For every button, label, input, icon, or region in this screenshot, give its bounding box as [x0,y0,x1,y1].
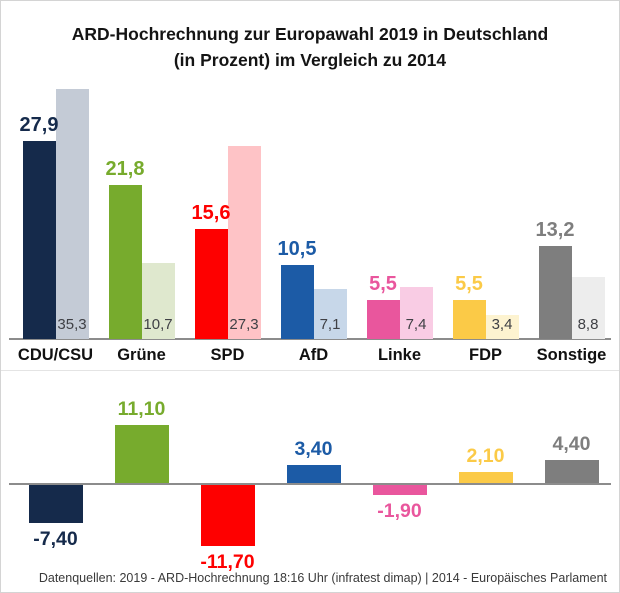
bar-2019-gruene [108,184,142,339]
diff-bar-spd [200,485,255,546]
top-axis-line [9,338,611,340]
bar-2019-spd [194,228,228,339]
diff-bar-afd [286,465,341,483]
diff-value-sonstige: 4,40 [552,433,591,456]
source-note: Datenquellen: 2019 - ARD-Hochrechnung 18… [38,571,607,585]
party-label-cdu-csu: CDU/CSU [17,346,94,364]
party-label-sonstige: Sonstige [536,346,607,364]
bar-2014-fdp [485,314,519,339]
chart-title: ARD-Hochrechnung zur Europawahl 2019 in … [1,21,619,73]
diff-value-linke: -1,90 [377,499,422,522]
chart-title-line-2: (in Prozent) im Vergleich zu 2014 [173,50,447,70]
bar-2019-fdp [452,300,486,339]
bar-2014-cdu-csu [55,89,89,339]
party-label-spd: SPD [210,346,245,364]
chart-title-line-1: ARD-Hochrechnung zur Europawahl 2019 in … [71,24,549,44]
bar-2014-afd [313,288,347,339]
diff-value-fdp: 2,10 [466,445,505,468]
party-label-gruene: Grüne [117,346,166,364]
diff-bar-cdu-csu [28,485,83,524]
value-2019-cdu-csu: 27,9 [19,114,59,137]
bar-2014-gruene [141,263,175,339]
value-2014-gruene: 10,7 [143,316,173,333]
diff-value-cdu-csu: -7,40 [33,528,78,551]
party-label-afd: AfD [298,346,329,364]
value-2019-fdp: 5,5 [455,273,483,296]
bar-2019-cdu-csu [22,141,56,339]
value-2019-linke: 5,5 [369,273,397,296]
bottom-zero-line [9,483,611,485]
value-2014-afd: 7,1 [319,316,341,333]
value-2019-spd: 15,6 [191,201,231,224]
value-2019-gruene: 21,8 [105,157,145,180]
bar-2019-linke [366,300,400,339]
value-2014-sonstige: 8,8 [577,316,599,333]
bar-2019-sonstige [538,245,572,339]
diff-value-gruene: 11,10 [117,398,166,421]
diff-bar-fdp [458,472,513,483]
party-label-fdp: FDP [469,346,502,364]
value-2014-spd: 27,3 [229,316,259,333]
value-2019-sonstige: 13,2 [535,218,575,241]
diff-bar-gruene [114,425,169,483]
bar-2014-sonstige [571,276,605,339]
diff-value-spd: -11,70 [200,550,255,573]
diff-value-afd: 3,40 [294,438,333,461]
bar-2014-linke [399,286,433,339]
diff-bar-sonstige [544,460,599,483]
value-2014-cdu-csu: 35,3 [57,316,87,333]
value-2014-linke: 7,4 [405,316,427,333]
diff-bar-linke [372,485,427,495]
bar-2014-spd [227,145,261,339]
section-separator-line [1,370,619,371]
value-2019-afd: 10,5 [277,237,317,260]
bar-2019-afd [280,264,314,339]
value-2014-fdp: 3,4 [491,316,513,333]
party-label-linke: Linke [377,346,422,364]
